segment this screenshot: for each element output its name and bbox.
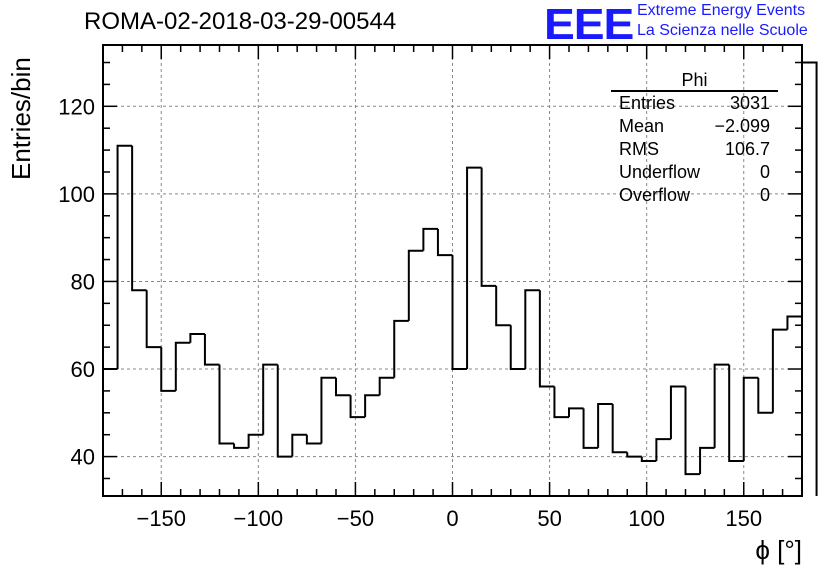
histogram-bin bbox=[728, 364, 744, 462]
stats-row-underflow: Underflow 0 bbox=[611, 161, 778, 184]
stats-value: 0 bbox=[759, 162, 770, 182]
histogram-bin bbox=[451, 255, 468, 371]
histogram-bin bbox=[116, 144, 133, 370]
histogram-bin bbox=[393, 319, 409, 378]
x-tick-label: 150 bbox=[725, 506, 762, 531]
histogram-bin bbox=[407, 249, 424, 321]
eee-logo: EEE bbox=[544, 0, 634, 49]
x-tick-label: 50 bbox=[537, 506, 561, 531]
histogram-bin bbox=[669, 385, 686, 440]
histogram-bin bbox=[160, 347, 176, 392]
y-tick-label: 40 bbox=[71, 445, 95, 470]
histogram-bin bbox=[436, 228, 453, 257]
histogram-bin bbox=[597, 403, 613, 448]
histogram-bin bbox=[145, 290, 162, 349]
histogram-bin bbox=[102, 368, 118, 496]
histogram-bin bbox=[335, 377, 351, 397]
chart-title: ROMA-02-2018-03-29-00544 bbox=[84, 8, 397, 35]
stats-label: Underflow bbox=[619, 162, 701, 182]
histogram-bin bbox=[422, 227, 438, 251]
stats-row-overflow: Overflow 0 bbox=[611, 184, 778, 207]
histogram-bin bbox=[509, 325, 526, 371]
histogram-bin bbox=[626, 452, 642, 458]
histogram-bin bbox=[466, 166, 482, 370]
x-tick-label: 100 bbox=[628, 506, 665, 531]
logo-subtitle-line1: Extreme Energy Events bbox=[637, 2, 806, 19]
histogram-bin bbox=[320, 376, 336, 444]
stats-label: Mean bbox=[619, 116, 665, 136]
histogram-bin bbox=[553, 386, 569, 419]
x-tick-label: 0 bbox=[446, 506, 458, 531]
x-tick-label: −100 bbox=[234, 506, 284, 531]
stats-label: Overflow bbox=[619, 185, 691, 205]
y-tick-label: 120 bbox=[58, 94, 95, 119]
histogram-bin bbox=[189, 332, 205, 343]
y-tick-label: 80 bbox=[71, 269, 95, 294]
histogram-bin bbox=[131, 145, 147, 292]
x-axis-label: ϕ [°] bbox=[755, 535, 802, 565]
histogram-bin bbox=[786, 315, 802, 330]
stats-value: 0 bbox=[759, 185, 770, 205]
histogram-bin bbox=[480, 167, 497, 287]
histogram-bin bbox=[364, 394, 380, 418]
histogram-bin bbox=[771, 328, 788, 413]
stats-value: −2.099 bbox=[714, 116, 770, 136]
histogram-bin bbox=[276, 364, 293, 458]
logo-subtitle-line2: La Scienza nelle Scuole bbox=[637, 22, 808, 39]
histogram-bin bbox=[203, 333, 220, 366]
histogram-bin bbox=[713, 363, 730, 448]
stats-row-mean: Mean −2.099 bbox=[611, 115, 778, 138]
histogram-bin bbox=[378, 376, 395, 396]
stats-title: Phi bbox=[611, 70, 778, 92]
stats-row-rms: RMS 106.7 bbox=[611, 138, 778, 161]
histogram-bin bbox=[247, 433, 264, 448]
histogram-bin bbox=[291, 433, 307, 457]
histogram-bin bbox=[801, 61, 818, 496]
histogram-bin bbox=[640, 456, 657, 462]
stats-label: Entries bbox=[619, 93, 676, 113]
histogram-bin bbox=[495, 285, 511, 327]
x-tick-label: −150 bbox=[136, 506, 186, 531]
histogram-bin bbox=[538, 290, 555, 388]
histogram-bin bbox=[684, 386, 701, 476]
histogram-bin bbox=[611, 404, 628, 454]
histogram-bin bbox=[742, 376, 759, 461]
histogram-bin bbox=[349, 395, 366, 419]
y-tick-label: 60 bbox=[71, 357, 95, 382]
histogram-bin bbox=[233, 443, 249, 449]
stats-value: 106.7 bbox=[724, 139, 770, 159]
histogram-bin bbox=[582, 408, 599, 449]
stats-value: 3031 bbox=[729, 93, 770, 113]
tick-labels: −150 −100 −50 0 50 100 150 40 60 80 100 120 bbox=[58, 94, 762, 531]
histogram-bin bbox=[699, 446, 715, 475]
histogram-bin bbox=[305, 434, 322, 445]
stats-label: RMS bbox=[619, 139, 659, 159]
histogram-bin bbox=[568, 407, 584, 418]
histogram-bin bbox=[655, 438, 671, 461]
stats-row-entries: Entries 3031 bbox=[611, 92, 778, 115]
histogram-bin bbox=[174, 341, 191, 391]
tick-marks bbox=[103, 45, 802, 496]
histogram-bin bbox=[757, 377, 773, 414]
histogram-bin bbox=[218, 364, 235, 445]
histogram-bin bbox=[262, 363, 278, 435]
stats-box: Phi Entries 3031 Mean −2.099 RMS 106.7 U… bbox=[611, 70, 778, 207]
y-tick-label: 100 bbox=[58, 182, 95, 207]
y-axis-label: Entries/bin bbox=[6, 57, 36, 180]
x-tick-label: −50 bbox=[337, 506, 374, 531]
histogram-bin bbox=[524, 289, 540, 370]
